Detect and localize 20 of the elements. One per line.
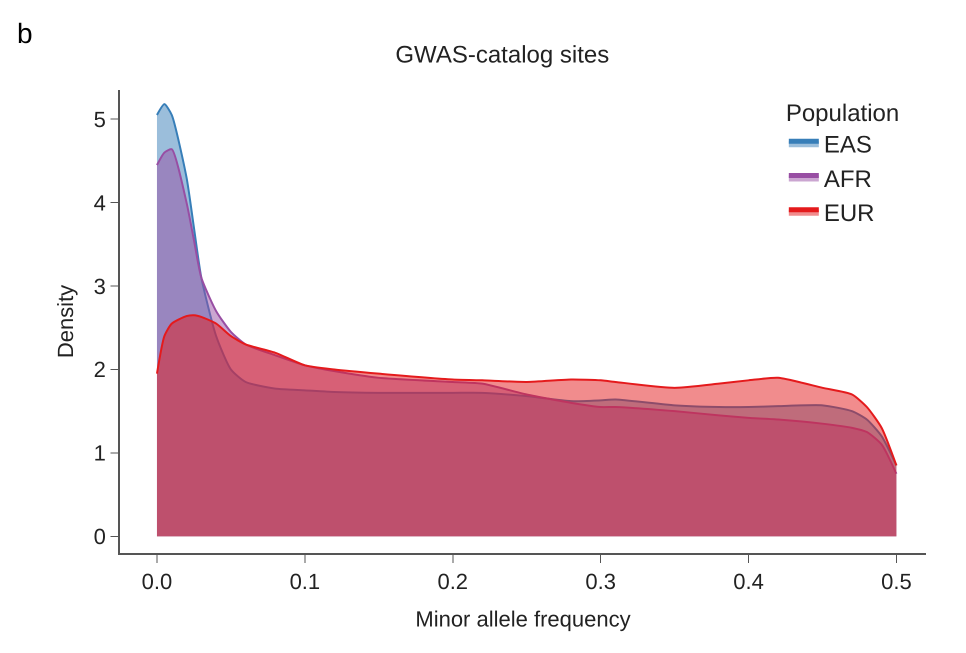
y-tick-label: 0	[94, 524, 106, 550]
x-axis-title: Minor allele frequency	[415, 606, 631, 632]
x-tick-label: 0.3	[585, 569, 616, 594]
legend-title: Population	[786, 100, 900, 128]
legend-label: AFR	[824, 166, 872, 193]
x-tick-label: 0.1	[290, 569, 320, 594]
legend-label: EAS	[824, 132, 872, 159]
text: b	[17, 18, 33, 49]
y-tick-label: 2	[94, 357, 106, 382]
x-tick-label: 0.0	[142, 569, 172, 594]
y-tick-label: 3	[94, 274, 106, 299]
y-tick-label: 5	[94, 106, 106, 132]
x-tick-label: 0.4	[733, 569, 764, 594]
y-axis-title: Density	[52, 284, 78, 358]
y-tick-label: 4	[94, 190, 106, 216]
legend-label: EUR	[824, 200, 874, 228]
chart-title: GWAS-catalog sites	[395, 42, 610, 69]
x-tick-label: 0.5	[881, 569, 912, 594]
x-tick-label: 0.2	[437, 569, 468, 594]
y-tick-label: 1	[94, 440, 106, 466]
